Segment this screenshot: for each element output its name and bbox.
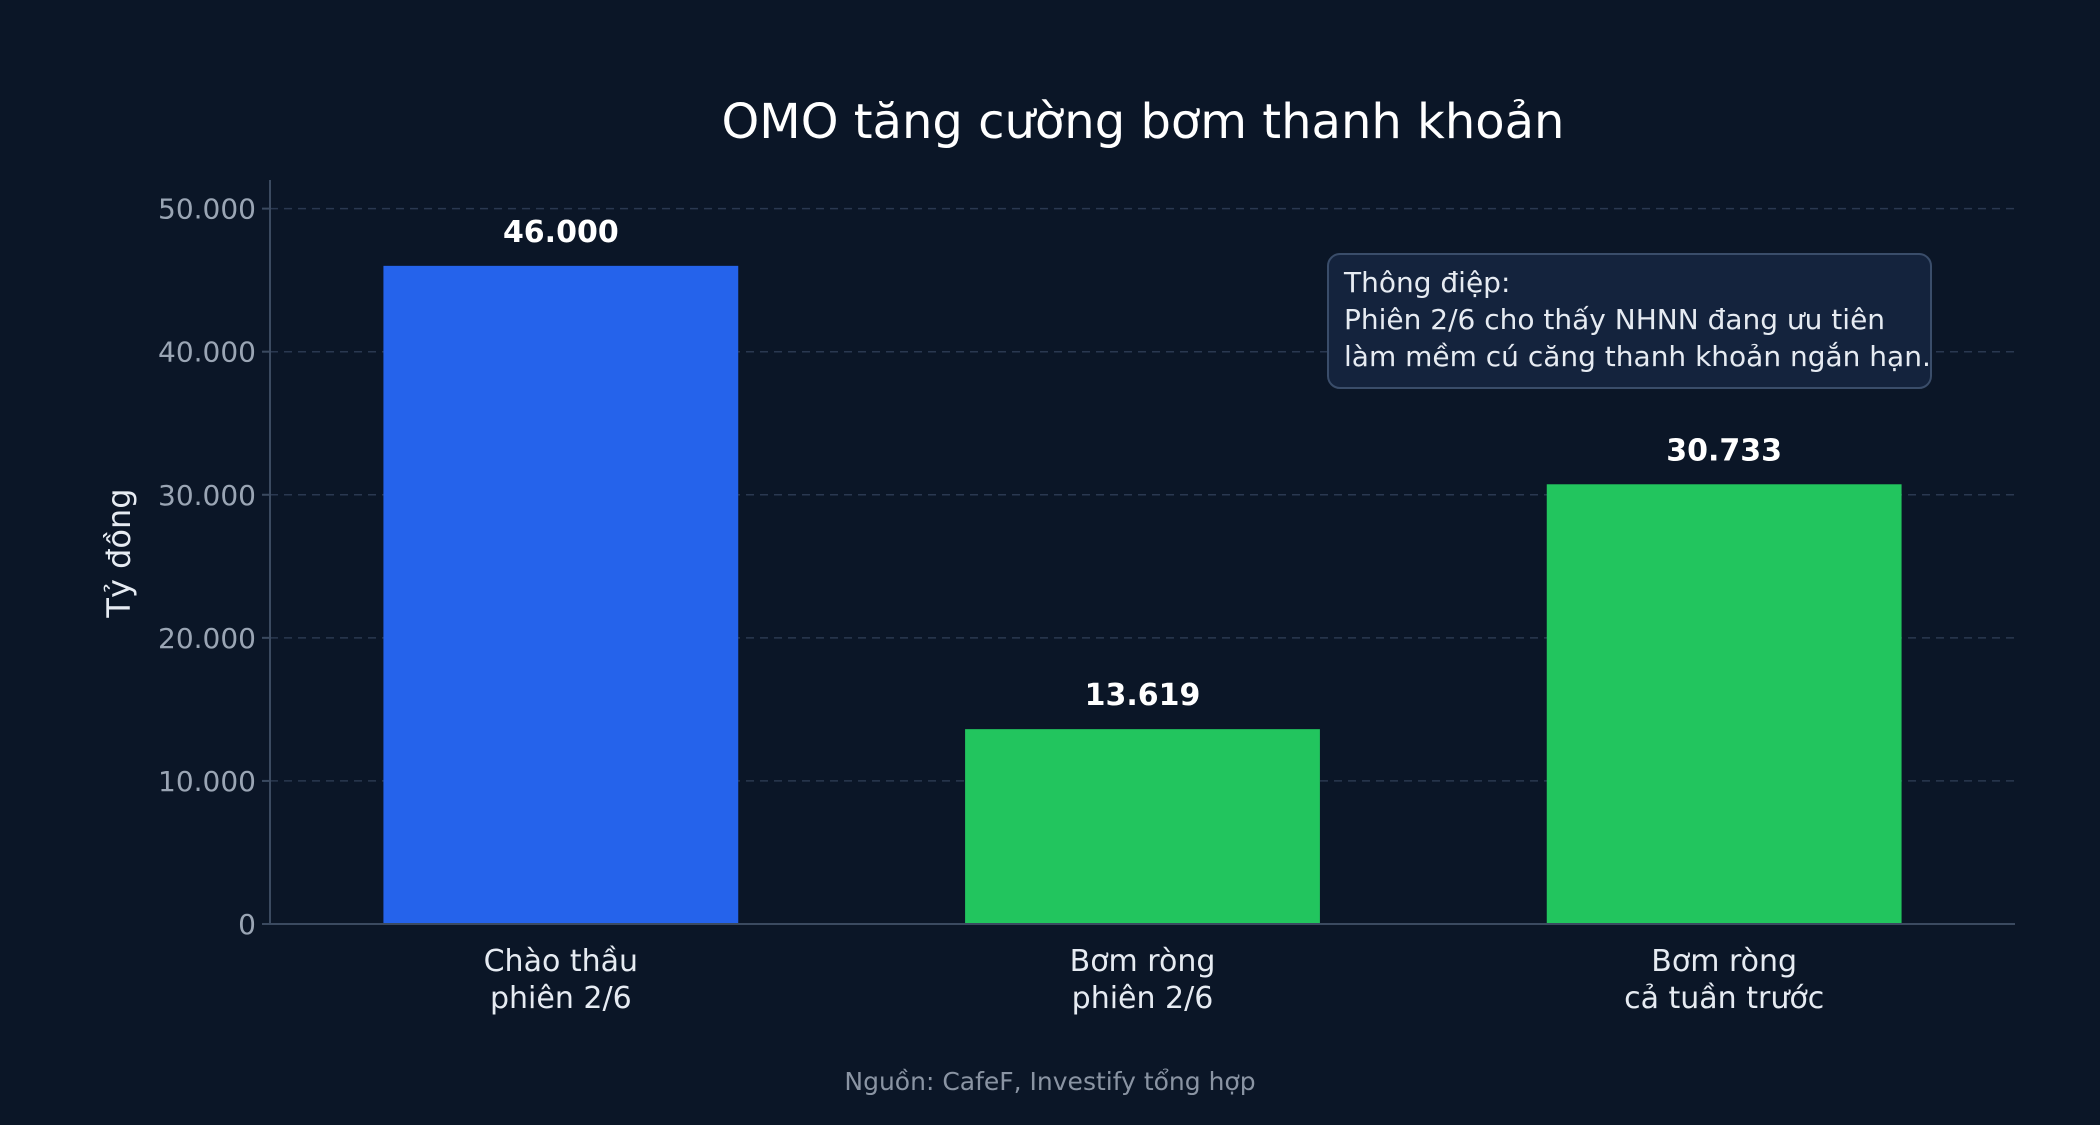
annotation-line-2: làm mềm cú căng thanh khoản ngắn hạn. bbox=[1344, 340, 1931, 373]
y-tick-label: 20.000 bbox=[158, 622, 256, 655]
annotation-heading: Thông điệp: bbox=[1343, 266, 1510, 299]
value-label: 13.619 bbox=[1085, 678, 1201, 713]
y-tick-labels: 0 10.000 20.000 30.000 40.000 50.000 bbox=[158, 193, 256, 941]
bar bbox=[965, 729, 1320, 924]
annotation-line-1: Phiên 2/6 cho thấy NHNN đang ưu tiên bbox=[1344, 303, 1885, 336]
category-label: Bơm ròng cả tuần trước bbox=[1624, 944, 1824, 1016]
value-labels: 46.000 13.619 30.733 bbox=[503, 215, 1782, 713]
bar bbox=[1546, 484, 1902, 924]
bar bbox=[383, 265, 739, 924]
y-axis-label: Tỷ đồng bbox=[100, 488, 138, 618]
y-tick-label: 30.000 bbox=[158, 479, 256, 512]
category-label: Chào thầu phiên 2/6 bbox=[484, 944, 638, 1016]
y-tick-label: 50.000 bbox=[158, 193, 256, 226]
source-note: Nguồn: CafeF, Investify tổng hợp bbox=[844, 1067, 1255, 1096]
chart-title: OMO tăng cường bơm thanh khoản bbox=[722, 94, 1565, 150]
y-tick-label: 40.000 bbox=[158, 336, 256, 369]
annotation-box: Thông điệp: Phiên 2/6 cho thấy NHNN đang… bbox=[1327, 253, 1932, 389]
bars bbox=[383, 265, 1902, 924]
category-labels: Chào thầu phiên 2/6 Bơm ròng phiên 2/6 Bơm r… bbox=[484, 944, 1825, 1016]
value-label: 30.733 bbox=[1666, 433, 1782, 468]
y-tick-label: 10.000 bbox=[158, 765, 256, 798]
value-label: 46.000 bbox=[503, 215, 619, 250]
category-label: Bơm ròng phiên 2/6 bbox=[1070, 944, 1216, 1016]
y-tick-label: 0 bbox=[238, 908, 256, 941]
annotation-background bbox=[1327, 253, 1932, 389]
